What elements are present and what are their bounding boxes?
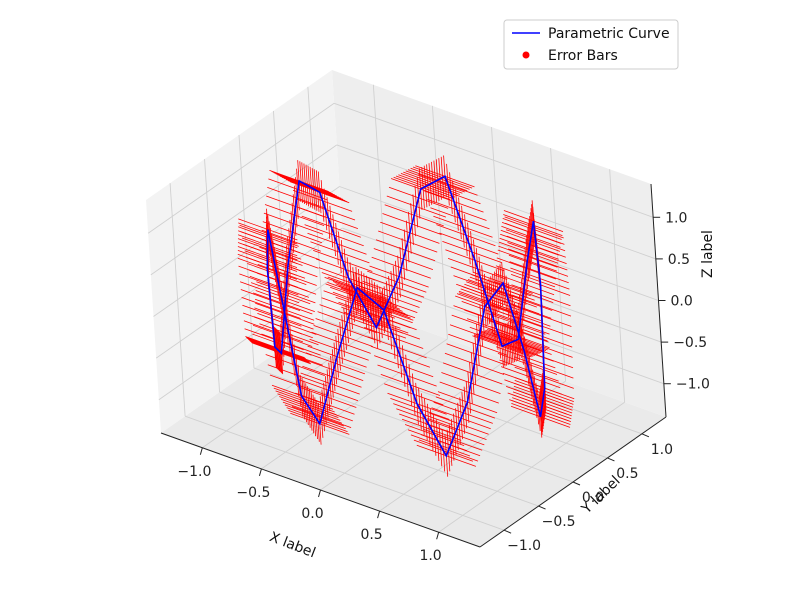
z-tick-label: 0.5 bbox=[668, 252, 690, 268]
parametric-curve-line bbox=[266, 175, 546, 458]
tick-mark bbox=[538, 505, 546, 510]
gridline bbox=[147, 102, 335, 234]
tick-mark bbox=[572, 481, 581, 486]
axis-ticks: −1.0−1.0−1.0−0.5−0.5−0.50.00.00.00.50.50… bbox=[177, 210, 710, 564]
z-tick-label: 1.0 bbox=[665, 210, 687, 226]
parametric-curve-series bbox=[266, 175, 546, 458]
y-tick-label: 0.5 bbox=[616, 466, 638, 482]
gridline bbox=[438, 401, 625, 533]
tick-mark bbox=[503, 529, 512, 534]
z-tick-label: −1.0 bbox=[676, 377, 710, 393]
legend-frame bbox=[503, 19, 679, 70]
x-tick-label: −1.0 bbox=[177, 464, 211, 480]
tick-mark bbox=[318, 489, 321, 498]
x-tick-label: −0.5 bbox=[236, 485, 270, 501]
error-bars-series bbox=[237, 155, 575, 477]
gridline bbox=[336, 144, 656, 260]
x-tick-label: 0.0 bbox=[301, 506, 323, 522]
gridline bbox=[307, 86, 324, 320]
tick-mark bbox=[258, 468, 262, 477]
y-tick-label: 0.0 bbox=[582, 490, 604, 506]
tick-mark bbox=[436, 532, 440, 540]
gridline bbox=[339, 186, 659, 301]
legend-label-error-bars: Error Bars bbox=[548, 48, 618, 64]
y-tick-label: −0.5 bbox=[542, 514, 576, 530]
y-tick-label: −1.0 bbox=[507, 538, 541, 554]
tick-mark bbox=[377, 510, 381, 519]
tick-mark bbox=[607, 457, 615, 462]
x-tick-label: 1.0 bbox=[419, 548, 441, 564]
z-axis-label: Z label bbox=[700, 230, 716, 278]
legend: Parametric Curve Error Bars bbox=[503, 19, 679, 70]
x-tick-label: 0.5 bbox=[360, 527, 382, 543]
tick-mark bbox=[199, 447, 203, 455]
gridline bbox=[609, 169, 626, 403]
tick-mark bbox=[641, 433, 650, 438]
legend-errorbar-swatch bbox=[522, 51, 530, 59]
y-tick-label: 1.0 bbox=[651, 442, 673, 458]
legend-label-parametric-curve: Parametric Curve bbox=[548, 26, 670, 42]
z-tick-label: −0.5 bbox=[673, 335, 707, 351]
z-tick-label: 0.0 bbox=[671, 294, 693, 310]
x-axis-label: X label bbox=[267, 529, 317, 561]
gridline bbox=[333, 102, 654, 218]
gridline bbox=[550, 148, 567, 382]
